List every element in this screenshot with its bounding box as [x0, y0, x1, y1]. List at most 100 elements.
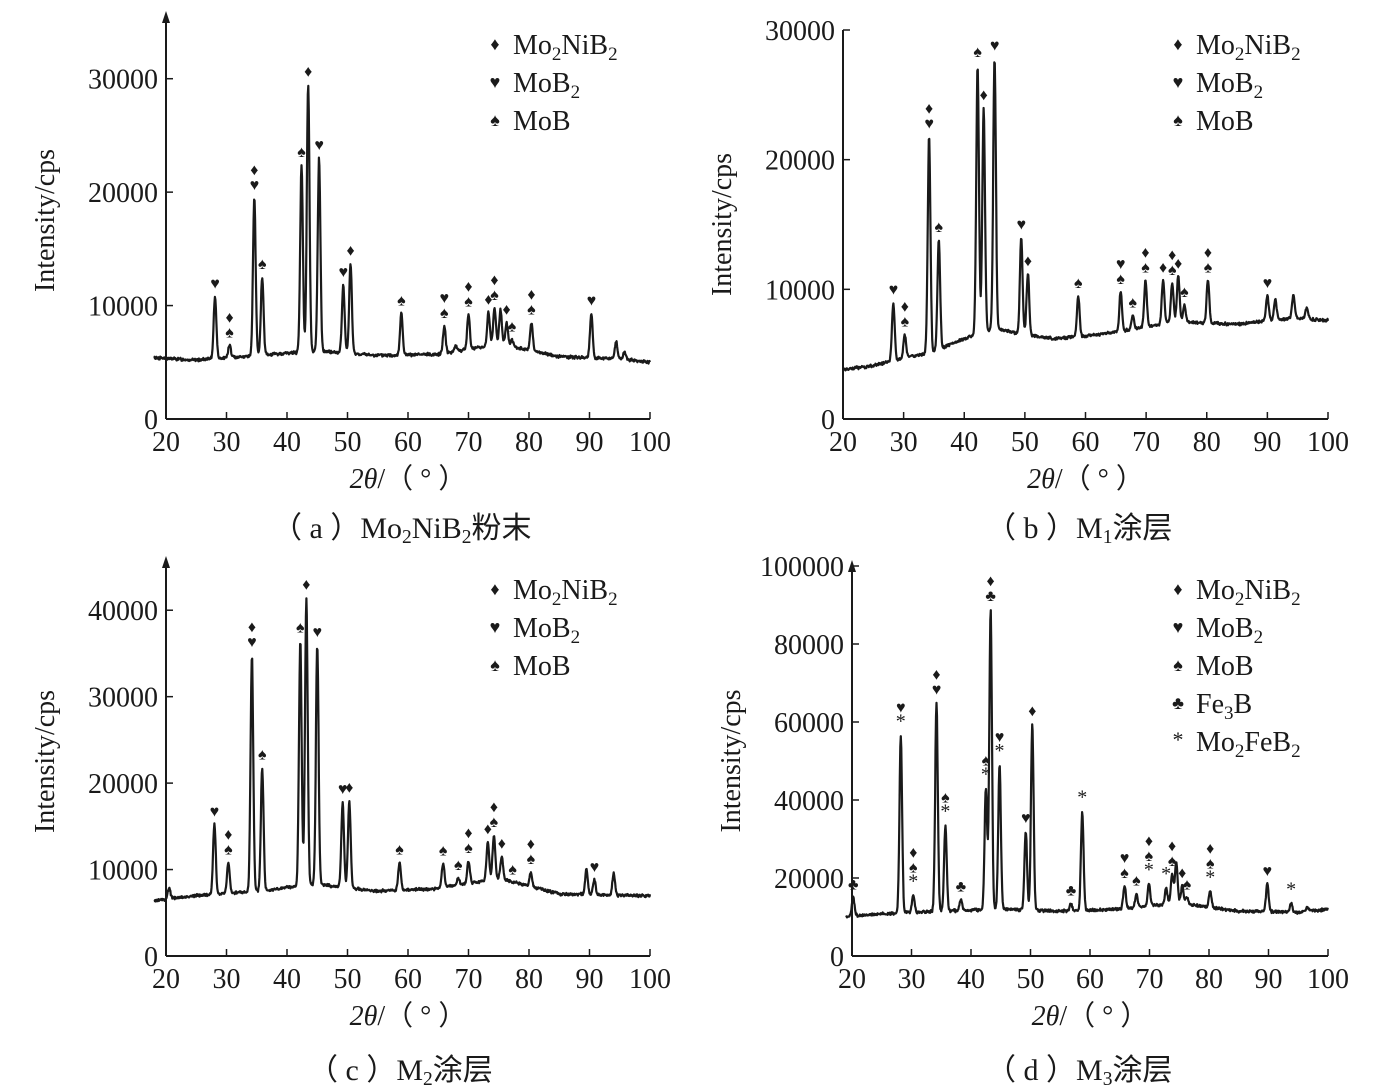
peak-marker-diamond: ♦ — [302, 576, 310, 593]
peak-marker-spade: ♠ — [1204, 259, 1213, 276]
peak-marker-spade: ♠ — [935, 219, 944, 236]
peak-marker-diamond: ♦ — [345, 779, 353, 796]
legend-label: Mo2​NiB2​ — [513, 575, 618, 610]
x-tick-label: 90 — [1255, 964, 1283, 995]
y-tick-label: 0 — [830, 942, 844, 973]
peak-marker-spade: ♠ — [490, 814, 499, 831]
x-tick-label: 100 — [1307, 964, 1349, 995]
caption-b: （ b ）M1涂层 — [986, 512, 1173, 548]
peak-marker-heart: ♥ — [440, 290, 450, 307]
chart-panel-c: 20 30 40 50 60 70 80 90 100 0 10000 20000 30000 40000… — [30, 556, 671, 1032]
peak-marker-spade: ♠ — [527, 302, 536, 319]
panel-c-m2-coating: 20 30 40 50 60 70 80 90 100 0 10000 20000 30000 40000… — [0, 545, 691, 1091]
peak-marker-diamond: ♦ — [224, 827, 232, 844]
peak-marker-spade: ♠ — [258, 747, 267, 764]
peak-marker-diamond: ♦ — [225, 309, 233, 326]
peak-marker-spade: ♠ — [224, 842, 233, 859]
x-tick-label: 70 — [1136, 964, 1164, 995]
peak-marker-heart: ♥ — [210, 804, 220, 821]
legend-label: MoB2​ — [513, 68, 580, 103]
x-axis-label: 2θ/（ ° ） — [1027, 463, 1144, 495]
peak-marker-spade: ♠ — [258, 256, 267, 273]
peak-marker-diamond: ♦ — [1168, 838, 1176, 855]
y-axis-label: Intensity/cps — [30, 690, 61, 833]
x-tick-label: 80 — [1195, 964, 1223, 995]
diffraction-trace — [153, 84, 652, 365]
peak-marker-spade: ♠ — [1206, 856, 1215, 873]
chart-panel-d: 20 30 40 50 60 70 80 90 100 0 20000 40000 60000 80000… — [716, 552, 1349, 1032]
peak-marker-spade: ♠ — [508, 319, 517, 336]
peak-marker-asterisk: * — [1077, 787, 1087, 809]
x-tick-label: 20 — [829, 427, 857, 458]
peak-marker-heart: ♥ — [1021, 810, 1031, 827]
y-tick-label: 60000 — [774, 708, 844, 739]
peak-marker-heart: ♥ — [247, 634, 257, 651]
x-tick-label: 70 — [455, 964, 483, 995]
peak-marker-spade: ♠ — [982, 752, 991, 769]
peak-marker-asterisk: * — [1205, 867, 1215, 889]
y-axis-label: Intensity/cps — [716, 689, 747, 832]
peak-marker-spade: ♠ — [1145, 848, 1154, 865]
legend-symbol-heart: ♥ — [490, 72, 501, 92]
x-tick-label: 80 — [1193, 427, 1221, 458]
peak-marker-diamond: ♦ — [1174, 255, 1182, 272]
peak-marker-diamond: ♦ — [1178, 865, 1186, 882]
peak-marker-spade: ♠ — [973, 44, 982, 61]
peak-marker-spade: ♠ — [1180, 284, 1189, 301]
peak-marker-diamond: ♦ — [1204, 244, 1212, 261]
x-tick-label: 50 — [334, 964, 362, 995]
legend-symbol-spade: ♠ — [490, 110, 500, 130]
x-tick-label: 80 — [515, 964, 543, 995]
y-tick-label: 40000 — [774, 786, 844, 817]
x-axis-label: 2θ/（ ° ） — [1032, 1000, 1149, 1032]
peak-marker-spade: ♠ — [490, 287, 499, 304]
legend-label: Mo2​NiB2​ — [1196, 30, 1301, 65]
y-axis-label: Intensity/cps — [707, 153, 738, 296]
peak-marker-diamond: ♦ — [909, 845, 917, 862]
y-tick-label: 10000 — [765, 275, 835, 306]
peak-marker-asterisk: * — [981, 763, 991, 785]
peak-marker-heart: ♥ — [587, 293, 597, 310]
peak-marker-heart: ♥ — [889, 281, 899, 298]
peak-marker-spade: ♠ — [1183, 877, 1192, 894]
x-tick-label: 30 — [213, 964, 241, 995]
x-tick-label: 90 — [1253, 427, 1281, 458]
peak-marker-spade: ♠ — [397, 293, 406, 310]
y-tick-label: 20000 — [88, 769, 158, 800]
peak-marker-spade: ♠ — [1141, 259, 1150, 276]
peak-marker-spade: ♠ — [1074, 275, 1083, 292]
legend-symbol-spade: ♠ — [490, 655, 500, 675]
x-tick-label: 70 — [455, 427, 483, 458]
x-tick-label: 20 — [838, 964, 866, 995]
x-tick-label: 40 — [273, 427, 301, 458]
peak-marker-asterisk: * — [1161, 863, 1171, 885]
peak-marker-diamond: ♦ — [527, 836, 535, 853]
peak-marker-club: ♣ — [848, 877, 859, 894]
peak-marker-spade: ♠ — [454, 857, 463, 874]
x-tick-label: 70 — [1132, 427, 1160, 458]
peak-marker-spade: ♠ — [508, 862, 517, 879]
peak-marker-spade: ♠ — [1129, 294, 1138, 311]
y-tick-label: 30000 — [88, 683, 158, 714]
peak-marker-spade: ♠ — [1120, 865, 1129, 882]
legend-label: MoB2​ — [1196, 613, 1263, 648]
diffraction-trace — [842, 61, 1330, 372]
peak-marker-heart: ♥ — [250, 177, 260, 194]
y-tick-label: 80000 — [774, 630, 844, 661]
peak-marker-diamond: ♦ — [464, 279, 472, 296]
peak-marker-diamond: ♦ — [498, 836, 506, 853]
peak-marker-spade: ♠ — [440, 305, 449, 322]
x-tick-label: 50 — [334, 427, 362, 458]
peak-marker-club: ♣ — [956, 878, 967, 895]
y-axis-label: Intensity/cps — [30, 149, 61, 292]
peak-marker-diamond: ♦ — [346, 243, 354, 260]
x-tick-label: 100 — [1307, 427, 1349, 458]
peak-marker-heart: ♥ — [1116, 256, 1126, 273]
peak-marker-heart: ♥ — [1263, 275, 1273, 292]
y-tick-label: 20000 — [765, 146, 835, 177]
peak-marker-heart: ♥ — [990, 38, 1000, 55]
x-tick-label: 30 — [213, 427, 241, 458]
y-tick-label: 100000 — [760, 552, 844, 583]
y-tick-label: 20000 — [88, 178, 158, 209]
legend-label: MoB — [513, 106, 571, 137]
